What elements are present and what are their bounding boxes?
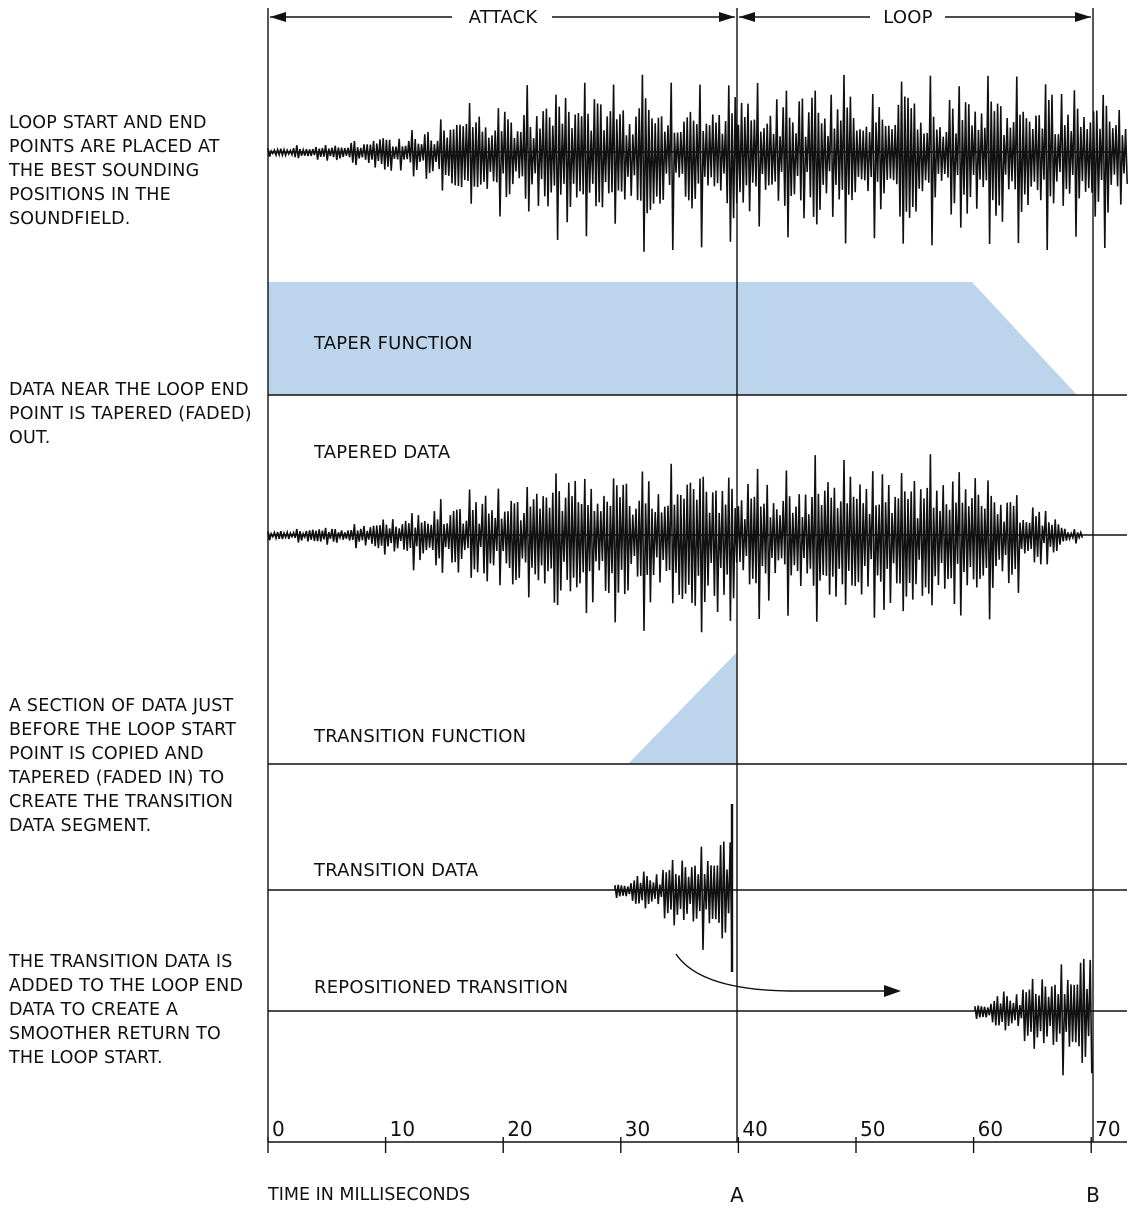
- waveform-original: [267, 74, 1128, 252]
- tapered-data-label: TAPERED DATA: [313, 442, 451, 463]
- waveform-repositioned: [974, 958, 1093, 1076]
- transition-function-shape: [628, 652, 737, 764]
- note-loop-points: LOOP START AND END POINTS ARE PLACED AT …: [9, 113, 220, 229]
- waveform-tapered: [267, 454, 1084, 633]
- tick-label-10: 10: [390, 1117, 415, 1141]
- attack-label: ATTACK: [469, 7, 539, 28]
- transition-function-label: TRANSITION FUNCTION: [313, 726, 526, 747]
- taper-function-label: TAPER FUNCTION: [313, 333, 473, 354]
- loop-arrowhead-right: [1075, 12, 1091, 22]
- time-axis-title: TIME IN MILLISECONDS: [267, 1185, 470, 1205]
- tick-label-20: 20: [507, 1117, 532, 1141]
- tick-label-70: 70: [1095, 1117, 1120, 1141]
- waveform-transition-data: [614, 841, 733, 950]
- attack-arrowhead-right: [719, 12, 735, 22]
- reposition-arrowhead: [884, 985, 901, 997]
- time-ticks: 0 10 20 30 40 50 60 70: [267, 1117, 1121, 1153]
- transition-data-label: TRANSITION DATA: [313, 860, 479, 881]
- note-smoother-return: THE TRANSITION DATA IS ADDED TO THE LOOP…: [9, 952, 244, 1068]
- note-transition-segment: A SECTION OF DATA JUST BEFORE THE LOOP S…: [9, 696, 237, 836]
- marker-b: B: [1086, 1183, 1100, 1207]
- taper-function-shape: [268, 282, 1077, 395]
- tick-label-60: 60: [978, 1117, 1003, 1141]
- tick-label-30: 30: [625, 1117, 650, 1141]
- tick-label-50: 50: [860, 1117, 885, 1141]
- note-taper-out: DATA NEAR THE LOOP END POINT IS TAPERED …: [9, 380, 252, 448]
- repositioned-transition-label: REPOSITIONED TRANSITION: [314, 977, 568, 998]
- loop-label: LOOP: [883, 7, 932, 28]
- reposition-arrow: [675, 953, 885, 992]
- loop-arrowhead-left: [739, 12, 755, 22]
- tick-label-0: 0: [272, 1117, 285, 1141]
- marker-a: A: [730, 1183, 744, 1207]
- attack-arrowhead-left: [270, 12, 286, 22]
- tick-label-40: 40: [742, 1117, 767, 1141]
